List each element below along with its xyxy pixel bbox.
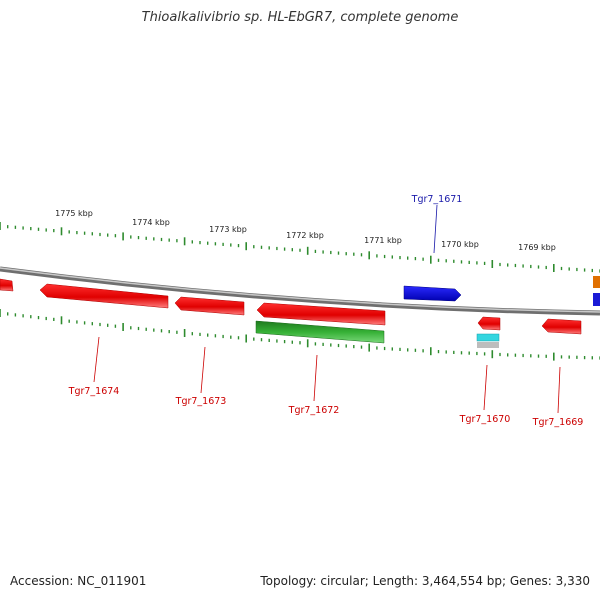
gene-arrow-1673[interactable] (174, 296, 245, 316)
gene-arrow-partial-left[interactable] (0, 278, 14, 292)
cyan-feature[interactable] (476, 333, 500, 342)
gene-arrow-1674[interactable] (39, 283, 169, 309)
leader-lines (93, 204, 561, 414)
gene-label-1669[interactable]: Tgr7_1669 (532, 417, 584, 428)
scale-label: 1775 kbp (55, 209, 93, 218)
leader-line-1673 (200, 346, 206, 394)
orange-feature-partial[interactable] (593, 276, 600, 288)
scale-label: 1774 kbp (132, 218, 170, 227)
gene-label-1674[interactable]: Tgr7_1674 (68, 386, 120, 397)
leader-line-1671 (433, 204, 438, 254)
grey-feature[interactable] (477, 342, 499, 348)
outer-tick-track (0, 222, 600, 273)
genome-backbone-highlight (0, 267, 600, 313)
accession-text: Accession: NC_011901 (10, 574, 147, 588)
gene-label-1670[interactable]: Tgr7_1670 (459, 414, 511, 425)
gene-arrow-1672[interactable] (256, 302, 386, 326)
gene-label-1673[interactable]: Tgr7_1673 (175, 396, 227, 407)
gene-arrow-1671[interactable] (403, 285, 462, 302)
scale-label: 1771 kbp (364, 236, 402, 245)
blue-feature-partial[interactable] (593, 293, 600, 306)
leader-line-1672 (313, 354, 318, 402)
map-title: Thioalkalivibrio sp. HL-EbGR7, complete … (141, 10, 459, 25)
genome-summary-text: Topology: circular; Length: 3,464,554 bp… (260, 574, 590, 588)
genome-backbone (0, 266, 600, 316)
leader-line-1670 (483, 364, 488, 411)
gene-label-1672[interactable]: Tgr7_1672 (288, 405, 340, 416)
scale-label: 1773 kbp (209, 225, 247, 234)
scale-labels: 1775 kbp 1774 kbp 1773 kbp 1772 kbp 1771… (55, 209, 556, 252)
scale-label: 1772 kbp (286, 231, 324, 240)
scale-label: 1769 kbp (518, 243, 556, 252)
gene-arrow-1670[interactable] (477, 316, 501, 331)
inner-tick-track (0, 309, 600, 361)
leader-line-1674 (93, 336, 100, 383)
gene-label-1671[interactable]: Tgr7_1671 (411, 194, 463, 205)
gene-arrow-1669[interactable] (541, 318, 582, 335)
leader-line-1669 (557, 366, 561, 414)
rna-feature-green[interactable] (255, 320, 385, 344)
features (0, 276, 600, 348)
gene-labels: Tgr7_1674 Tgr7_1673 Tgr7_1672 Tgr7_1671 … (68, 194, 584, 428)
scale-label: 1770 kbp (441, 240, 479, 249)
